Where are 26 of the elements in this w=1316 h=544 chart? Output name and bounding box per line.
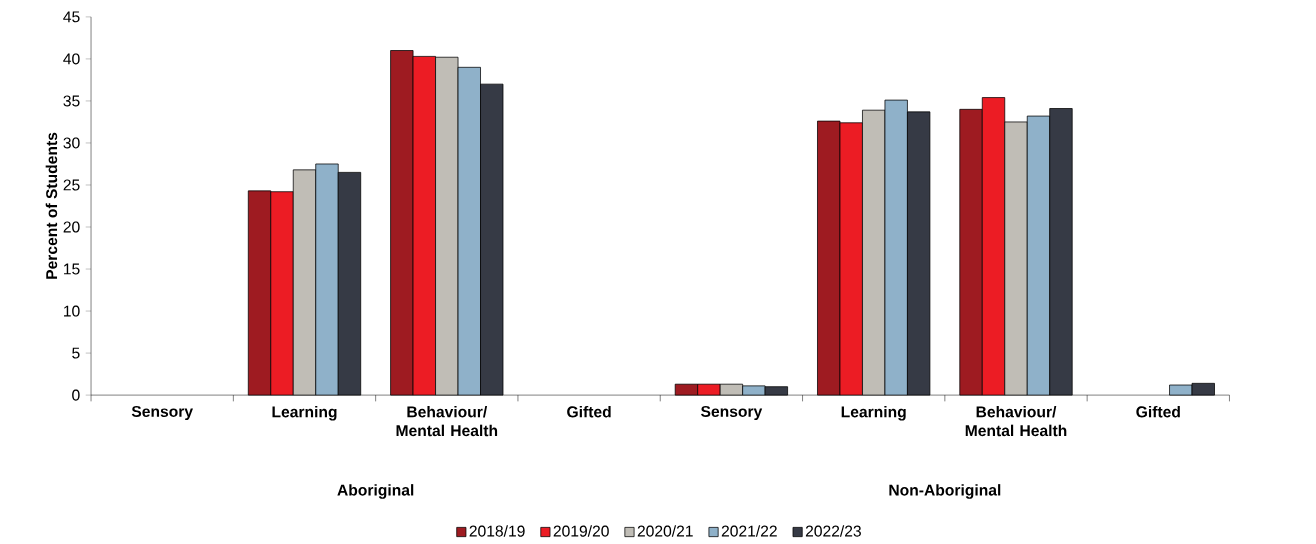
legend-label: 2018/19 [469, 525, 525, 537]
y-tick-label: 10 [64, 305, 80, 317]
legend-label: 2019/20 [553, 525, 609, 537]
text: Aboriginal [337, 484, 414, 499]
y-tick-label: 0 [72, 389, 80, 401]
legend-label: 2020/21 [637, 525, 693, 537]
y-tick-label: 25 [63, 179, 80, 191]
text: Non-Aboriginal [889, 484, 1001, 499]
legend-label: 2021/22 [721, 525, 777, 537]
x-tick-label: Gifted [1136, 405, 1180, 418]
x-tick-label: Behaviour/ Mental Health [965, 405, 1067, 437]
y-tick-label: 45 [63, 11, 80, 23]
x-tick-label: Learning [272, 405, 337, 421]
y-tick-label: 20 [63, 221, 80, 233]
y-tick-label: 35 [63, 95, 80, 107]
y-tick-label: 40 [63, 53, 80, 65]
y-axis-title: Percent of Students [45, 132, 58, 279]
legend-label: 2022/23 [805, 525, 861, 537]
y-tick-label: 30 [63, 137, 80, 149]
x-tick-label: Sensory [700, 405, 763, 421]
x-tick-label: Sensory [131, 405, 193, 421]
x-tick-label: Gifted [567, 405, 611, 418]
y-tick-label: 15 [64, 263, 80, 275]
x-tick-label: Behaviour/ Mental Health [396, 405, 498, 437]
x-tick-label: Learning [841, 405, 906, 421]
y-tick-label: 5 [72, 347, 80, 359]
